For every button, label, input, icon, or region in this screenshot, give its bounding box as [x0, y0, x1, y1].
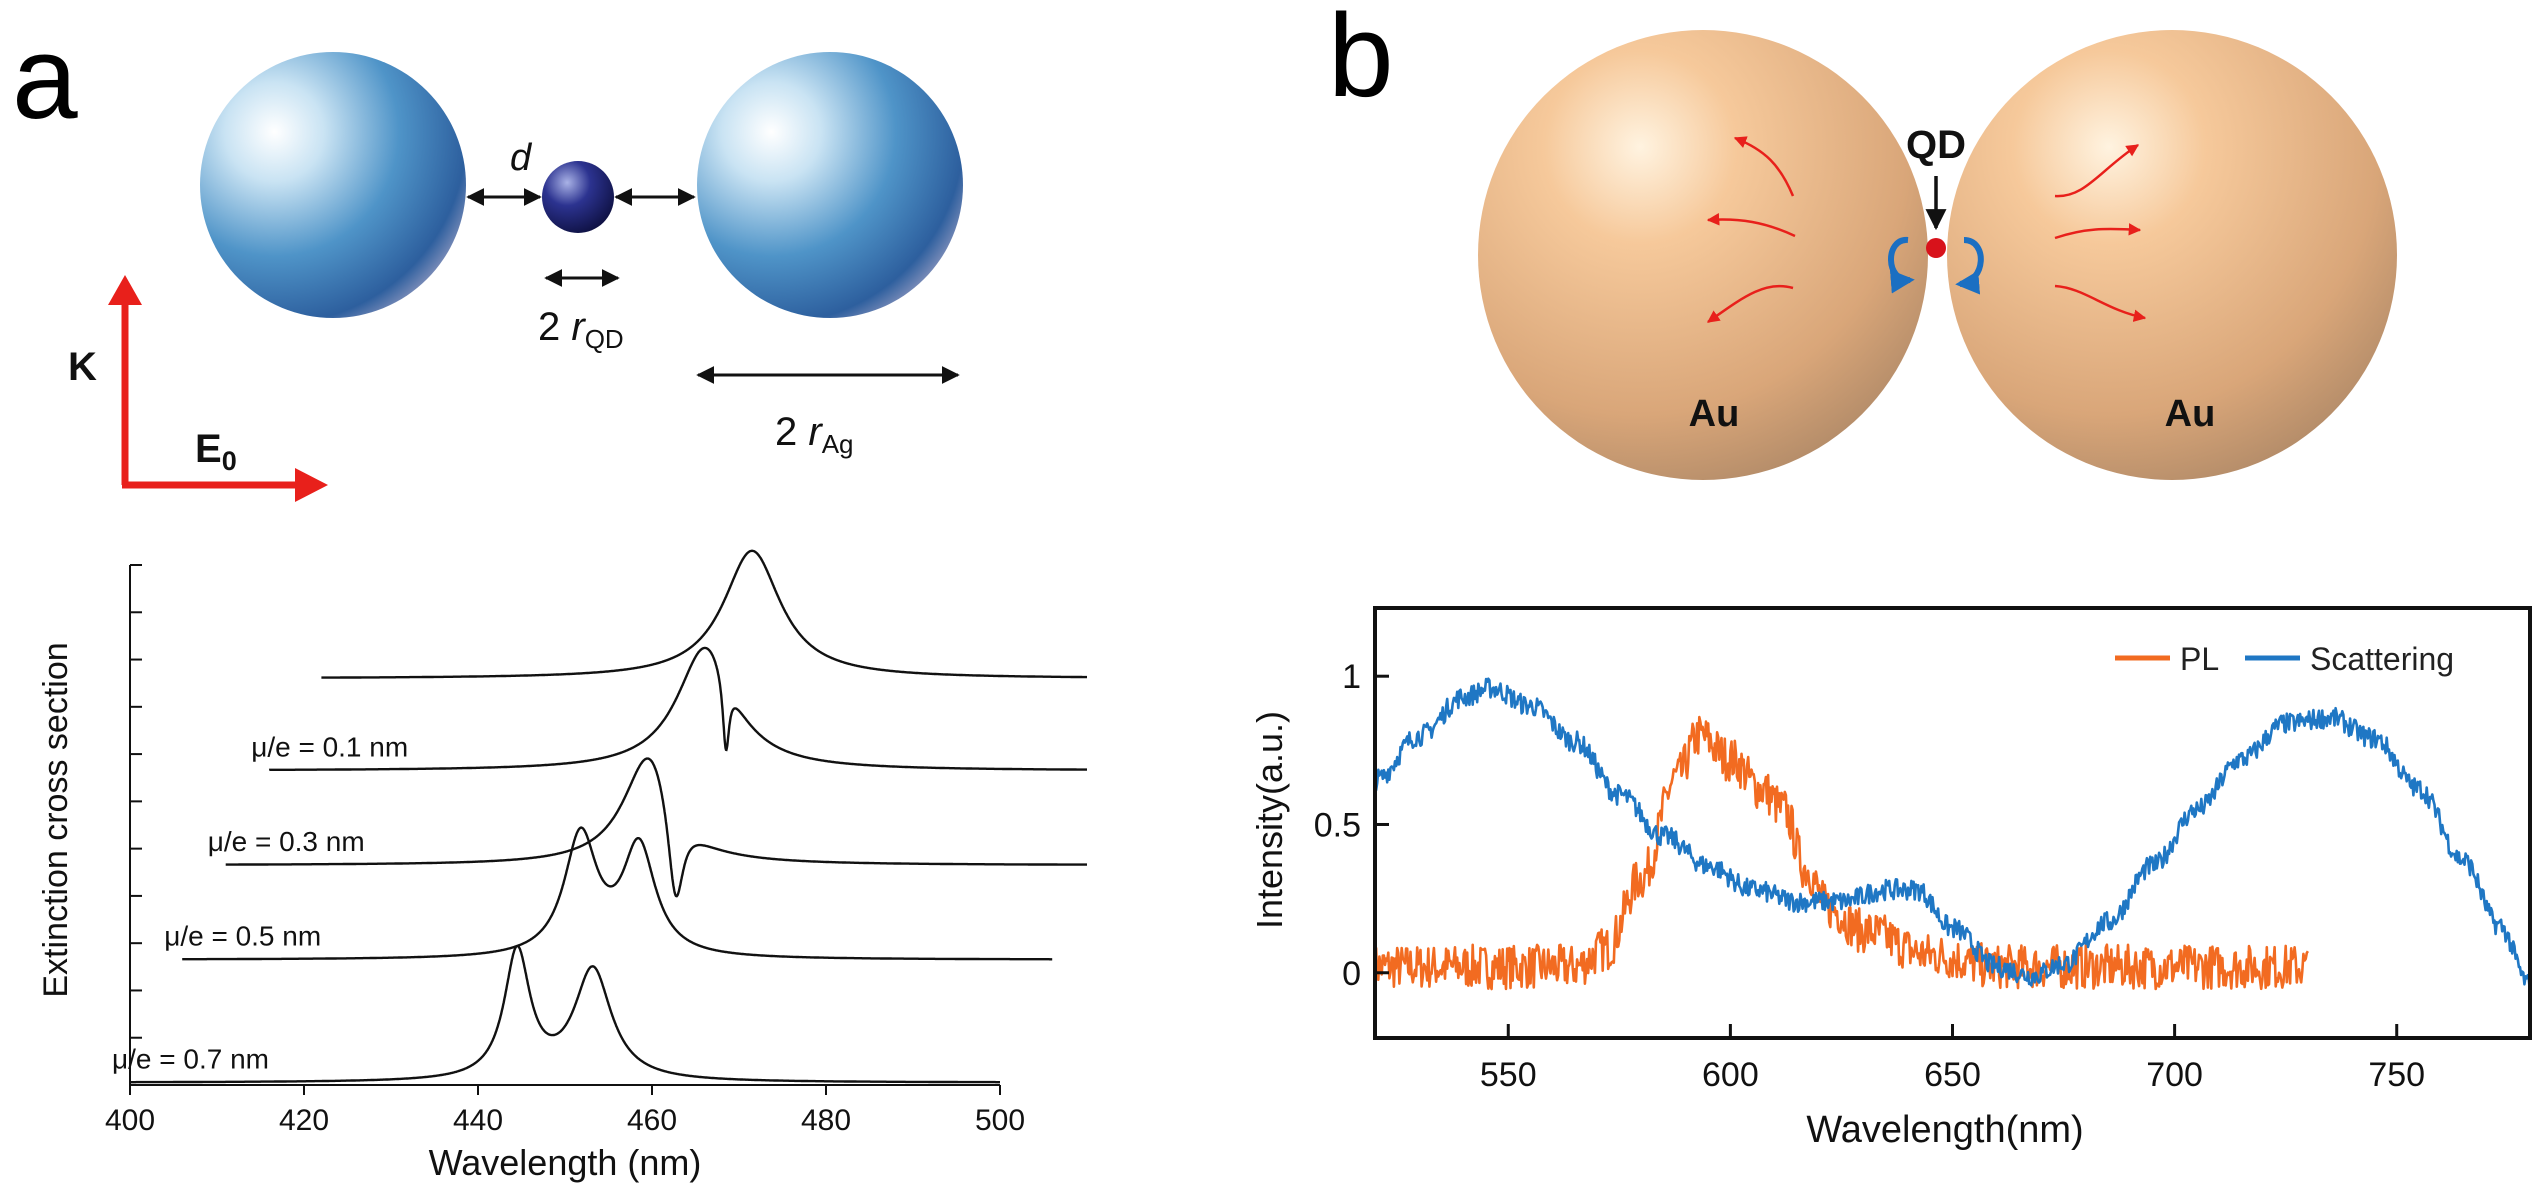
extinction-x-tick-label: 460	[627, 1104, 677, 1137]
pl-y-tick-label: 0	[1342, 955, 1361, 993]
panel-b-letter: b	[1328, 0, 1394, 122]
extinction-x-tick-label: 480	[801, 1104, 851, 1137]
extinction-curve-label: μ/e = 0.1 nm	[251, 732, 408, 763]
series-scattering-line	[1373, 677, 2532, 994]
extinction-x-tick-label: 420	[279, 1104, 329, 1137]
ag-diameter-label: 2 rAg	[775, 410, 854, 459]
extinction-y-axis-label: Extinction cross section	[37, 642, 75, 997]
extinction-curve-label: μ/e = 0.3 nm	[208, 826, 365, 857]
extinction-x-tick-label: 440	[453, 1104, 503, 1137]
extinction-curve-3	[182, 826, 1053, 961]
pl-x-tick-label: 750	[2368, 1056, 2425, 1094]
extinction-x-axis-label: Wavelength (nm)	[429, 1142, 702, 1183]
polarization-axes	[108, 275, 328, 502]
quantum-dot	[542, 161, 614, 233]
ag-nanosphere-right	[697, 52, 963, 318]
pl-x-axis-label: Wavelength(nm)	[1806, 1109, 2083, 1151]
panel-a-schematic: a d 2 rQD 2 rAg K E0	[12, 12, 963, 502]
pl-y-tick-label: 0.5	[1314, 806, 1361, 844]
extinction-y-ticks	[130, 564, 142, 1086]
extinction-x-ticks: 400 420 440 460 480 500	[105, 1085, 1025, 1137]
extinction-curve-0	[321, 549, 1087, 679]
near-field-arrows	[1706, 136, 2147, 324]
au-label-right: Au	[2165, 393, 2216, 435]
extinction-curve-label: μ/e = 0.5 nm	[164, 921, 321, 952]
panel-a-letter: a	[12, 12, 78, 144]
au-nanosphere-left	[1478, 30, 1928, 480]
pl-y-ticks: 00.51	[1314, 658, 1389, 993]
panel-b-schematic: b QD Au Au	[1328, 0, 2397, 480]
pl-y-tick-label: 1	[1342, 658, 1361, 696]
au-label-left: Au	[1689, 393, 1740, 435]
qd-emitter-dot	[1926, 238, 1946, 258]
legend-label-scattering: Scattering	[2310, 641, 2454, 677]
legend-label-pl: PL	[2180, 641, 2219, 677]
extinction-curve-2	[225, 757, 1087, 898]
extinction-curves: μ/e = 0.1 nm μ/e = 0.3 nm μ/e = 0.5 nm μ/e …	[112, 549, 1087, 1084]
gap-d-label: d	[510, 137, 533, 179]
pl-legend: PL Scattering	[2115, 641, 2454, 677]
e-field-label: E0	[195, 427, 237, 476]
pl-x-tick-label: 600	[1702, 1056, 1759, 1094]
extinction-x-tick-label: 400	[105, 1104, 155, 1137]
ag-nanosphere-left	[200, 52, 466, 318]
extinction-curve-label: μ/e = 0.7 nm	[112, 1044, 269, 1075]
extinction-curve-4	[130, 944, 1000, 1084]
series-pl-line	[1373, 715, 2309, 991]
pl-scattering-curves	[1373, 677, 2532, 994]
au-nanosphere-right	[1947, 30, 2397, 480]
pl-x-tick-label: 650	[1924, 1056, 1981, 1094]
pl-x-ticks: 550 600 650 700 750	[1480, 1024, 2425, 1094]
pl-x-tick-label: 700	[2146, 1056, 2203, 1094]
pl-scattering-chart: 550 600 650 700 750 00.51 PL Scattering Wave…	[1249, 606, 2532, 1151]
dipole-coupling-arrows	[1888, 237, 1984, 295]
pl-y-axis-label: Intensity(a.u.)	[1249, 711, 1290, 929]
extinction-chart: 400 420 440 460 480 500 μ/e = 0.1 nm μ/e = 0.3…	[37, 549, 1087, 1183]
qd-label: QD	[1906, 123, 1966, 167]
extinction-curve-1	[268, 646, 1087, 772]
k-vector-label: K	[68, 345, 97, 389]
extinction-x-tick-label: 500	[975, 1104, 1025, 1137]
pl-x-tick-label: 550	[1480, 1056, 1537, 1094]
qd-diameter-label: 2 rQD	[538, 305, 624, 354]
